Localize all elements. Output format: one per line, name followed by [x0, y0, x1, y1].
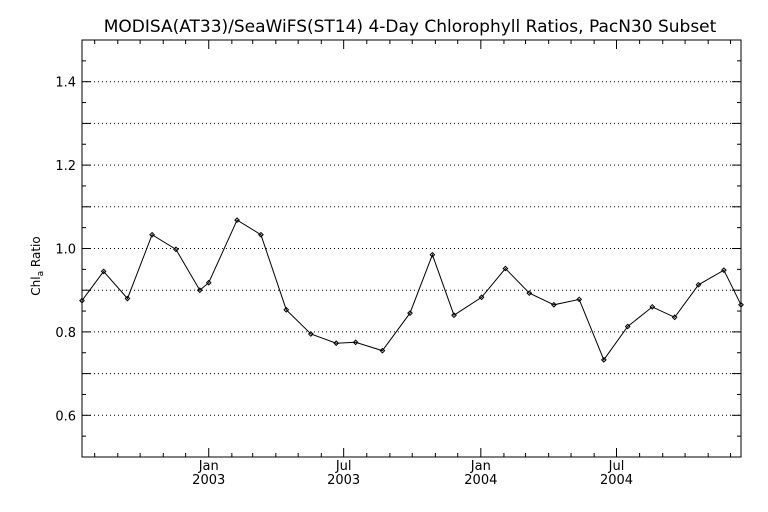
- chart-title: MODISA(AT33)/SeaWiFS(ST14) 4-Day Chlorop…: [104, 17, 717, 37]
- x-tick-label-year: 2004: [464, 473, 497, 488]
- data-point: [333, 340, 340, 347]
- y-axis-label: Chla Ratio: [29, 236, 46, 295]
- data-point: [307, 331, 314, 337]
- data-point: [526, 290, 533, 297]
- data-point: [205, 279, 212, 286]
- data-point: [576, 296, 583, 303]
- data-point: [173, 246, 179, 253]
- x-tick-label-month: Jul: [608, 459, 625, 474]
- plot-area-frame: [81, 39, 742, 458]
- data-point: [149, 231, 155, 238]
- data-point: [234, 217, 240, 224]
- series-layer: [79, 217, 744, 363]
- data-point: [283, 306, 290, 313]
- y-tick-label: 1.4: [55, 76, 76, 91]
- data-point: [624, 323, 631, 330]
- data-point: [671, 314, 678, 321]
- y-tick-label: 0.8: [55, 326, 76, 341]
- data-point: [649, 303, 656, 310]
- x-tick-label-month: Jul: [335, 459, 352, 474]
- x-tick-label-month: Jan: [470, 459, 491, 474]
- data-point: [600, 356, 607, 363]
- data-point: [407, 310, 413, 317]
- gridlines: [82, 81, 741, 416]
- x-tick-label-year: 2003: [192, 473, 225, 488]
- x-tick-label-year: 2003: [327, 473, 360, 488]
- y-tick-label: 1.0: [55, 243, 76, 258]
- data-point: [429, 251, 436, 258]
- data-point: [100, 268, 107, 275]
- data-point: [379, 347, 386, 354]
- y-axis-label-main: Chl: [29, 276, 43, 295]
- data-point: [502, 265, 509, 272]
- data-point: [695, 281, 702, 288]
- data-point: [550, 301, 557, 308]
- y-axis-label-subscript: a: [36, 271, 46, 277]
- data-point: [720, 267, 727, 274]
- data-point: [352, 339, 359, 346]
- y-tick-label: 1.2: [55, 159, 76, 174]
- y-axis-ticks: 0.6 0.8 1.0 1.2 1.4: [55, 60, 741, 437]
- data-point: [478, 294, 485, 301]
- data-point: [124, 295, 131, 302]
- x-tick-label-year: 2004: [600, 473, 633, 488]
- series-line: [81, 219, 742, 361]
- x-tick-label-month: Jan: [198, 459, 219, 474]
- data-point: [258, 231, 264, 238]
- data-point: [196, 287, 203, 294]
- data-point: [451, 312, 457, 319]
- y-tick-label: 0.6: [55, 409, 76, 424]
- y-axis-label-tail: Ratio: [29, 236, 43, 271]
